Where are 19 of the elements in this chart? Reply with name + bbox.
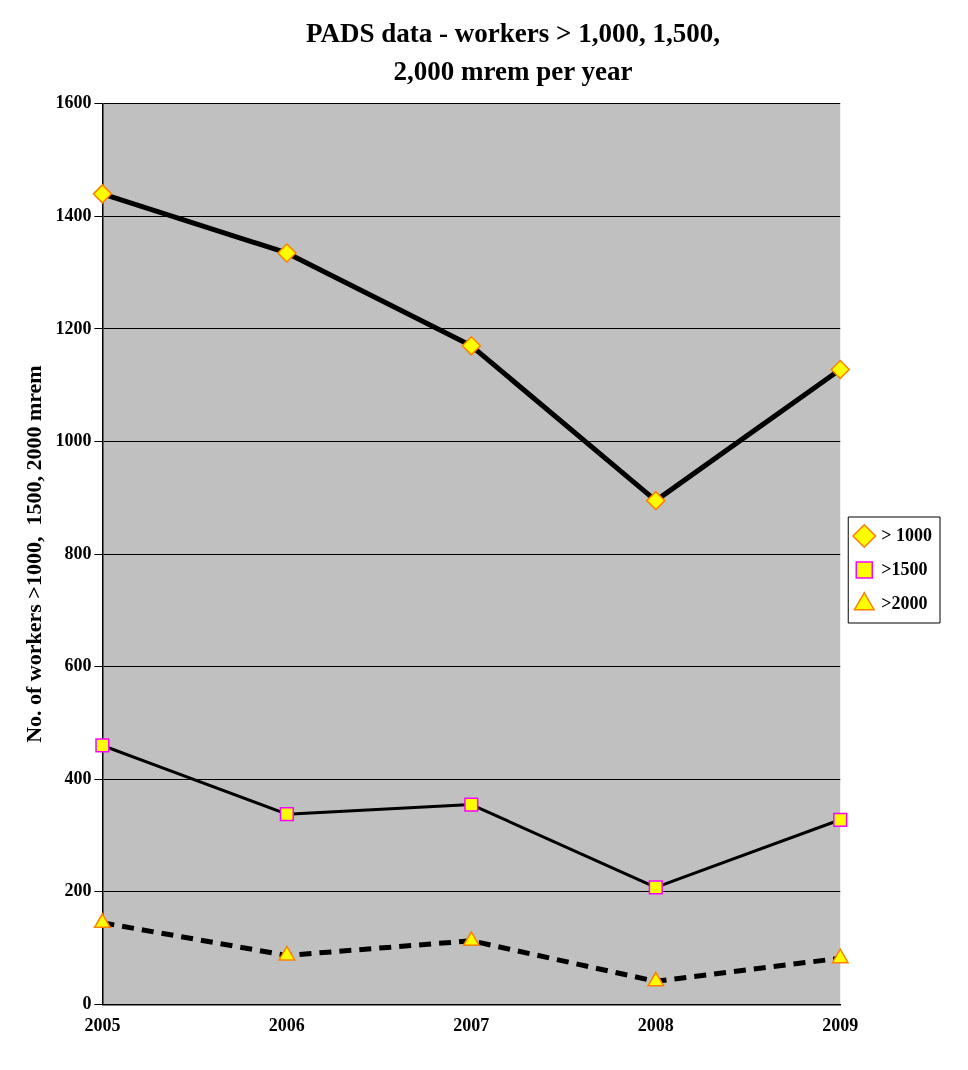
y-tick-label: 800 [64, 542, 92, 563]
legend-label: >1500 [881, 558, 928, 579]
y-tick-label: 0 [82, 993, 92, 1014]
y-tick-label: 1200 [55, 317, 92, 338]
y-tick-label: 1000 [55, 430, 92, 451]
legend-label: >2000 [881, 592, 928, 613]
legend-label: > 1000 [881, 524, 933, 545]
x-tick-label: 2006 [268, 1014, 305, 1035]
y-tick-label: 1400 [55, 205, 92, 226]
y-tick-label: 400 [64, 767, 92, 788]
x-tick-label: 2005 [84, 1014, 121, 1035]
y-tick-label: 200 [64, 880, 92, 901]
chart-title: PADS data - workers > 1,000, 1,500, 2,000 mrem per year [305, 17, 721, 88]
y-tick-label: 1600 [55, 92, 92, 113]
x-tick-label: 2009 [822, 1014, 859, 1035]
x-tick-label: 2008 [637, 1014, 674, 1035]
y-axis-title: No. of workers >1000, 1500, 2000 mrem [20, 365, 46, 743]
x-tick-label: 2007 [453, 1014, 490, 1035]
y-tick-label: 600 [64, 655, 92, 676]
